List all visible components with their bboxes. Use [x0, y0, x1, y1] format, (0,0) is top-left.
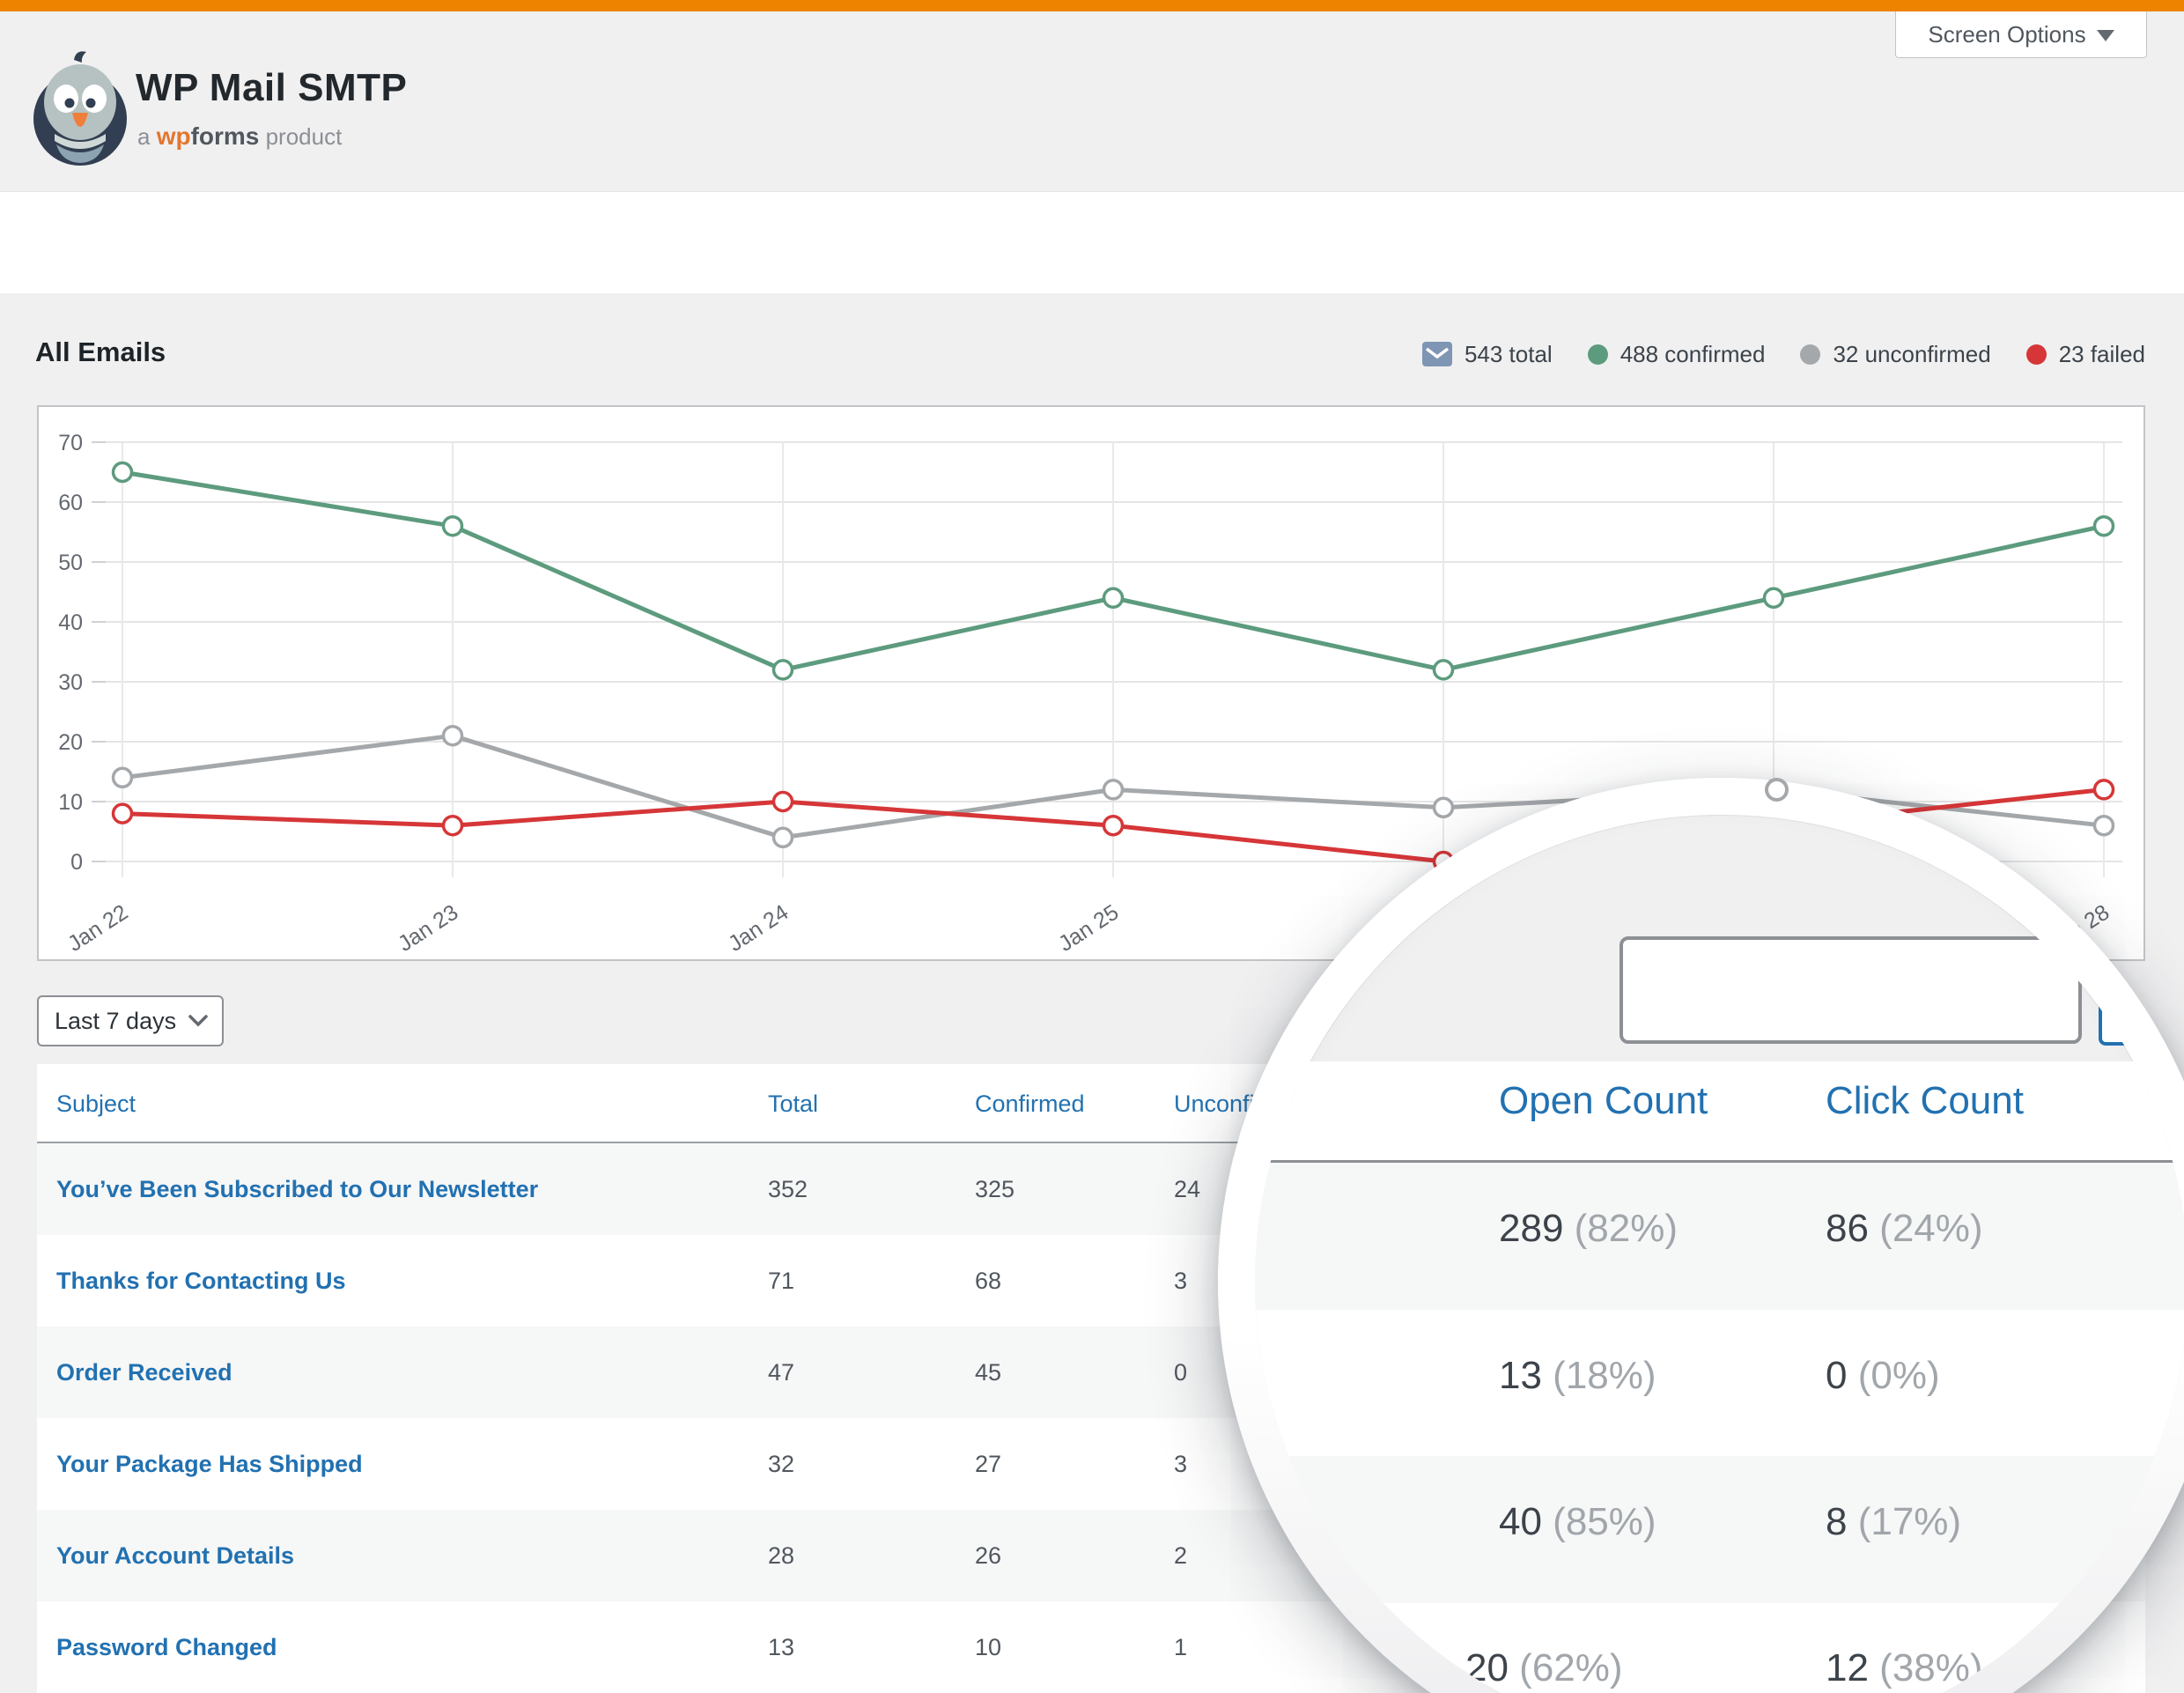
legend-label: 23 failed	[2058, 340, 2145, 367]
screen-options-button[interactable]: Screen Options	[1895, 11, 2147, 58]
cell-confirmed: 10	[975, 1633, 1002, 1660]
cell-total: 71	[768, 1267, 795, 1294]
svg-text:Jan 22: Jan 22	[63, 900, 132, 957]
magnified-search-button	[2099, 936, 2184, 1046]
tagline-wp: wp	[156, 122, 191, 150]
svg-text:50: 50	[58, 551, 83, 575]
cell-unconfirmed: 0	[1174, 1358, 1188, 1386]
click-count-column-header: Click Count	[1826, 1079, 2024, 1122]
subject-link[interactable]: You’ve Been Subscribed to Our Newsletter	[56, 1175, 539, 1202]
magnified-click-count: 8 (17%)	[1826, 1500, 1962, 1543]
cell-confirmed: 325	[975, 1175, 1015, 1202]
screen-options-label: Screen Options	[1928, 20, 2086, 48]
subject-link[interactable]: Your Account Details	[56, 1541, 295, 1569]
cell-unconfirmed: 3	[1174, 1450, 1188, 1477]
magnified-click-count: 12 (38%)	[1826, 1646, 1983, 1689]
svg-text:Jan 23: Jan 23	[394, 900, 462, 957]
subject-link[interactable]: Password Changed	[56, 1633, 277, 1660]
svg-text:60: 60	[58, 491, 83, 515]
cell-unconfirmed: 24	[1174, 1175, 1201, 1202]
chevron-down-icon	[2096, 30, 2114, 41]
subject-link[interactable]: Thanks for Contacting Us	[56, 1267, 346, 1294]
magnified-open-count: 289 (82%)	[1499, 1207, 1679, 1250]
legend-item: 23 failed	[2025, 340, 2145, 368]
legend-item: 32 unconfirmed	[1800, 340, 1991, 368]
magnified-header-divider	[1255, 1160, 2184, 1163]
magnified-open-count: 20 (62%)	[1465, 1646, 1623, 1689]
cell-confirmed: 45	[975, 1358, 1002, 1386]
legend-dot-icon	[2025, 344, 2047, 365]
magnified-row: 20 (62%) 12 (38%)	[1255, 1646, 2184, 1693]
cell-confirmed: 27	[975, 1450, 1002, 1477]
section-title: All Emails	[35, 336, 166, 367]
date-range-value: Last 7 days	[55, 1007, 177, 1034]
legend-label: 543 total	[1464, 340, 1553, 367]
open-count-column-header: Open Count	[1499, 1079, 1708, 1122]
tagline-prefix: a	[137, 123, 157, 150]
legend-item: 488 confirmed	[1587, 340, 1766, 368]
tagline-suffix: product	[259, 123, 343, 150]
svg-text:40: 40	[58, 610, 83, 635]
column-header-confirmed[interactable]: Confirmed	[975, 1090, 1085, 1117]
svg-text:Jan 25: Jan 25	[1054, 900, 1123, 957]
table-row: Your Package Has Shipped 32 27 3	[37, 1418, 2145, 1510]
cell-unconfirmed: 2	[1174, 1541, 1188, 1569]
magnified-row-stripe	[1255, 1163, 2184, 1310]
chart-legend: 543 total 488 confirmed 32 unconfirmed 23 f…	[1421, 333, 2145, 375]
cell-unconfirmed: 3	[1174, 1267, 1188, 1294]
subject-link[interactable]: Order Received	[56, 1358, 232, 1386]
magnified-row-stripe	[1255, 1456, 2184, 1603]
svg-text:70: 70	[58, 431, 83, 455]
magnifier-lens: Open Count Click Count 289 (82%) 86 (24%)…	[1218, 778, 2184, 1693]
wp-mail-smtp-logo	[33, 51, 127, 166]
tagline-forms: forms	[190, 122, 260, 150]
cell-total: 47	[768, 1358, 795, 1386]
cell-total: 13	[768, 1633, 795, 1660]
legend-label: 32 unconfirmed	[1833, 340, 1991, 367]
table-row: Password Changed131012	[37, 1601, 2145, 1693]
svg-text:30: 30	[58, 670, 83, 695]
legend-dot-icon	[1587, 344, 1608, 365]
legend-label: 488 confirmed	[1620, 340, 1766, 367]
plugin-header: WP Mail SMTP a wpforms product	[0, 11, 2184, 192]
svg-text:10: 10	[58, 790, 83, 815]
magnified-row: 289 (82%) 86 (24%)	[1255, 1207, 2184, 1265]
cell-total: 352	[768, 1175, 808, 1202]
legend-dot-icon	[1800, 344, 1821, 365]
legend-item: 543 total	[1421, 340, 1553, 368]
date-range-select[interactable]: Last 7 days	[37, 995, 224, 1046]
top-accent-bar	[0, 0, 2184, 11]
svg-text:Jan 24: Jan 24	[724, 899, 793, 956]
cell-confirmed: 68	[975, 1267, 1002, 1294]
chevron-down-icon	[188, 1015, 208, 1027]
svg-text:0: 0	[70, 850, 83, 875]
svg-text:20: 20	[58, 730, 83, 755]
cell-total: 32	[768, 1450, 795, 1477]
cell-confirmed: 26	[975, 1541, 1002, 1569]
magnified-search-input	[1620, 936, 2082, 1044]
unconfirmed-data-point	[1765, 778, 1789, 802]
column-header-subject[interactable]: Subject	[56, 1090, 136, 1117]
column-header-total[interactable]: Total	[768, 1090, 819, 1117]
app-title: WP Mail SMTP	[136, 66, 408, 109]
magnified-click-count: 86 (24%)	[1826, 1207, 1983, 1250]
magnified-open-count: 13 (18%)	[1499, 1354, 1656, 1397]
cell-unconfirmed: 1	[1174, 1633, 1188, 1660]
envelope-icon	[1421, 342, 1452, 366]
page-title-band: Email Reports	[0, 192, 2184, 452]
magnified-row: 40 (85%) 8 (17%)	[1255, 1500, 2184, 1558]
subject-link[interactable]: Your Package Has Shipped	[56, 1450, 363, 1477]
magnified-open-count: 40 (85%)	[1499, 1500, 1656, 1543]
brand-tagline: a wpforms product	[137, 122, 342, 151]
magnified-click-count: 0 (0%)	[1826, 1354, 1940, 1397]
cell-total: 28	[768, 1541, 795, 1569]
magnifier-content: Open Count Click Count 289 (82%) 86 (24%)…	[1255, 815, 2184, 1693]
table-row: Thanks for Contacting Us 71 68 3	[37, 1235, 2145, 1327]
magnified-row: 13 (18%) 0 (0%)	[1255, 1354, 2184, 1412]
